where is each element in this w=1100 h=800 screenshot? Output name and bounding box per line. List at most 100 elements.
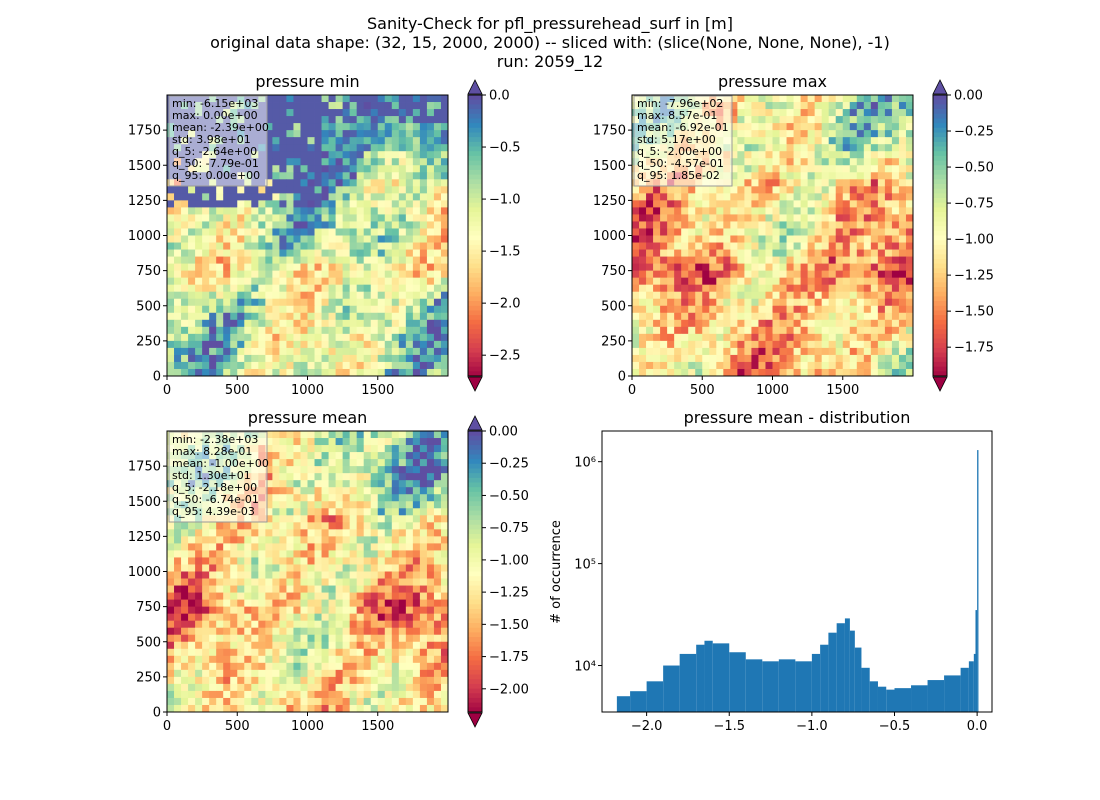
heatmap-cell [681,340,689,349]
heatmap-cell [681,298,689,307]
heatmap-cell [426,620,435,629]
heatmap-cell [293,361,301,370]
heatmap-cell [377,669,386,678]
heatmap-cell [891,179,900,187]
heatmap-cell [293,606,301,615]
heatmap-cell [307,200,315,208]
heatmap-cell [216,263,224,272]
heatmap-cell [688,347,696,356]
heatmap-cell [258,200,266,208]
heatmap-cell [793,186,801,194]
stats-line: max: 8.57e-01 [637,109,717,122]
heatmap-cell [419,571,428,579]
heatmap-cell [300,508,308,516]
heatmap-cell [377,578,386,586]
heatmap-cell [328,347,336,356]
heatmap-cell [835,151,844,159]
heatmap-cell [426,326,435,335]
heatmap-cell [356,683,365,692]
colorbar-segment [468,104,482,110]
heatmap-cell [821,144,830,152]
heatmap-cell [167,620,175,629]
heatmap-cell [307,585,315,593]
colorbar-segment [468,361,482,368]
heatmap-cell [265,165,273,173]
heatmap-cell [412,487,421,495]
heatmap-cell [321,102,329,110]
colorbar-segment [933,169,947,176]
heatmap-cell [835,291,844,300]
heatmap-cell [709,242,717,250]
heatmap-cell [786,116,794,124]
heatmap-cell [314,130,322,138]
heatmap-cell [258,627,266,636]
heatmap-cell [216,256,224,264]
heatmap-cell [202,634,210,643]
heatmap-cell [265,515,273,523]
heatmap-cell [272,599,280,608]
heatmap-cell [335,249,344,257]
heatmap-cell [905,291,914,300]
heatmap-cell [377,95,386,103]
heatmap-cell [202,529,210,537]
heatmap-cell [356,312,365,321]
heatmap-cell [412,459,421,467]
heatmap-cell [293,333,301,342]
heatmap-cell [216,585,224,593]
heatmap-cell [342,179,351,187]
heatmap-cell [828,312,837,321]
heatmap-cell [293,368,301,377]
heatmap-cell [363,270,372,279]
heatmap-cell [188,200,196,208]
heatmap-cell [821,123,830,131]
heatmap-cell [230,291,238,300]
colorbar-segment [468,221,482,227]
heatmap-cell [398,592,407,600]
heatmap-cell [737,186,745,194]
heatmap-cell [363,291,372,300]
heatmap-cell [265,606,273,615]
heatmap-cell [293,179,301,187]
heatmap-cell [342,529,351,537]
heatmap-cell [709,326,717,335]
heatmap-cell [419,333,428,342]
colorbar-tick-label: 0.0 [489,89,510,104]
heatmap-cell [342,95,351,103]
heatmap-cell [195,242,203,250]
heatmap-cell [398,354,407,363]
heatmap-cell [884,165,893,173]
heatmap-cell [426,151,435,159]
heatmap-cell [842,228,851,236]
heatmap-cell [167,543,175,551]
heatmap-cell [370,438,379,446]
heatmap-cell [758,319,766,328]
heatmap-cell [814,312,823,321]
heatmap-cell [898,102,907,110]
heatmap-cell [335,270,344,279]
heatmap-cell [265,144,273,152]
heatmap-cell [765,109,773,117]
heatmap-cell [181,627,189,636]
heatmap-cell [244,571,252,579]
heatmap-cell [335,494,344,502]
heatmap-cell [751,158,759,166]
heatmap-cell [272,165,280,173]
heatmap-cell [286,123,294,131]
heatmap-cell [272,207,280,215]
colorbar-segment [933,123,947,129]
heatmap-cell [639,263,647,272]
heatmap-cell [412,655,421,664]
heatmap-cell [286,207,294,215]
heatmap-cell [279,123,287,131]
heatmap-cell [667,256,675,264]
heatmap-cell [765,200,773,208]
heatmap-cell [426,242,435,250]
heatmap-cell [688,333,696,342]
heatmap-cell [223,697,231,706]
heatmap-cell [377,312,386,321]
heatmap-cell [272,676,280,685]
heatmap-cell [188,697,196,706]
heatmap-cell [300,655,308,664]
heatmap-cell [363,207,372,215]
heatmap-cell [426,662,435,671]
